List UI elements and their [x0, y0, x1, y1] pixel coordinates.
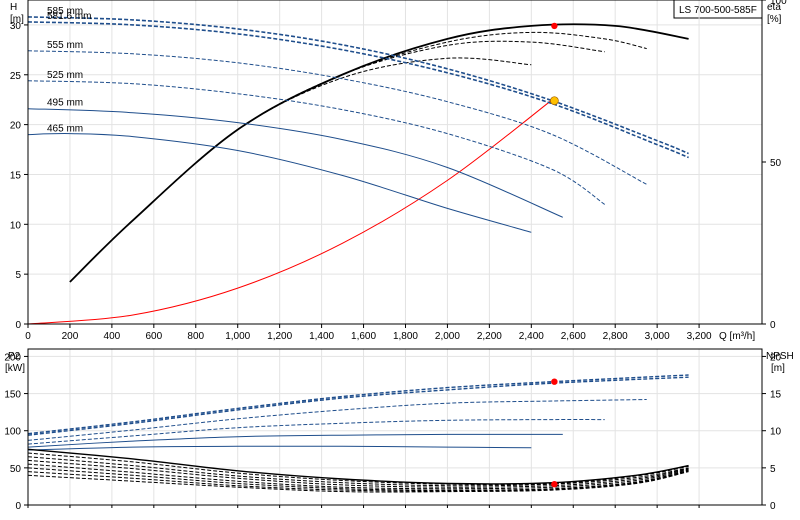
head-curve — [27, 16, 689, 155]
head-tick-label: 20 — [10, 121, 22, 132]
head-tick-label: 10 — [10, 220, 22, 231]
efficiency-curve — [69, 40, 605, 283]
duty-point-power-marker — [551, 378, 558, 385]
head-curve-label: 585 mm — [47, 6, 83, 17]
x-tick-label: 1,400 — [309, 331, 334, 342]
npsh-curve — [27, 470, 689, 492]
bottom-y-axis-unit-left: [kW] — [5, 363, 25, 374]
power-tick-label: 50 — [10, 464, 22, 475]
top-y-axis-unit-left: [m] — [10, 14, 24, 25]
axes-layer: 0 200 400 600 800 1,000 1,200 1,400 1,600 1,800 2,… — [4, 0, 787, 512]
x-tick-label: 2,400 — [519, 331, 544, 342]
bottom-y-axis-title-right: NPSH — [766, 351, 794, 362]
head-tick-label: 5 — [15, 270, 21, 281]
x-tick-label: 2,000 — [435, 331, 460, 342]
npsh-tick-label: 10 — [770, 427, 782, 438]
power-curve — [27, 376, 689, 436]
x-tick-label: 1,600 — [351, 331, 376, 342]
npsh-tick-label: 0 — [770, 501, 776, 512]
head-curve — [27, 133, 532, 233]
head-curve-label: 525 mm — [47, 70, 83, 81]
x-tick-label: 0 — [25, 331, 31, 342]
head-tick-label: 0 — [15, 320, 21, 331]
x-tick-label: 800 — [187, 331, 204, 342]
top-y-axis-title-left: H — [10, 2, 17, 13]
power-tick-label: 0 — [15, 501, 21, 512]
top-y-axis-unit-right: [%] — [767, 14, 782, 25]
x-tick-label: 400 — [104, 331, 121, 342]
npsh-curve — [27, 459, 689, 488]
x-tick-label: 3,200 — [687, 331, 712, 342]
head-curve-label: 555 mm — [47, 40, 83, 51]
top-plot-frame — [27, 0, 763, 325]
npsh-curve — [27, 456, 689, 487]
x-tick-label: 2,800 — [603, 331, 628, 342]
duty-point-npsh-marker — [551, 481, 558, 488]
eta-tick-label: 50 — [770, 158, 782, 169]
head-curve-label: 581.6 mm — [47, 11, 91, 22]
head-curve — [27, 108, 563, 218]
power-curve — [27, 445, 532, 451]
duty-point-head-marker — [550, 96, 559, 106]
head-tick-label: 25 — [10, 71, 22, 82]
duty-point-efficiency-marker — [551, 22, 558, 30]
system-curve — [27, 99, 553, 325]
x-axis-title: Q [m³/h] — [719, 331, 755, 342]
x-tick-label: 1,800 — [393, 331, 418, 342]
npsh-tick-label: 5 — [770, 464, 776, 475]
x-tick-label: 1,200 — [267, 331, 292, 342]
head-curve — [27, 80, 605, 205]
npsh-curve — [27, 463, 689, 490]
top-y-axis-title-right: eta — [767, 2, 781, 13]
head-curve — [27, 21, 689, 159]
power-tick-label: 200 — [4, 352, 21, 363]
npsh-tick-label: 15 — [770, 390, 782, 401]
power-curve — [27, 433, 563, 448]
x-tick-label: 3,000 — [645, 331, 670, 342]
head-tick-label: 15 — [10, 170, 22, 181]
head-curve — [27, 50, 647, 185]
x-tick-label: 1,000 — [225, 331, 250, 342]
model-label: LS 700-500-585F — [679, 5, 757, 16]
power-tick-label: 100 — [4, 427, 21, 438]
npsh-curve — [27, 448, 689, 485]
x-tick-label: 2,200 — [477, 331, 502, 342]
npsh-curve — [27, 452, 689, 486]
bottom-plot-frame — [27, 348, 763, 506]
efficiency-curve — [69, 57, 532, 283]
x-tick-label: 200 — [62, 331, 79, 342]
bottom-y-axis-title-left: P2 — [8, 351, 21, 362]
npsh-curve — [27, 467, 689, 491]
bottom-y-axis-unit-right: [m] — [771, 363, 785, 374]
head-tick-label: 30 — [10, 21, 22, 32]
power-curve — [27, 374, 689, 435]
head-curve-label: 495 mm — [47, 98, 83, 109]
power-tick-label: 150 — [4, 390, 21, 401]
npsh-tick-label: 20 — [770, 352, 782, 363]
power-curve — [27, 399, 647, 441]
efficiency-curve — [69, 23, 689, 283]
eta-tick-label: 0 — [770, 320, 776, 331]
efficiency-curve — [69, 31, 647, 283]
eta-tick-label: 100 — [770, 0, 787, 7]
head-curve-label: 465 mm — [47, 124, 83, 135]
npsh-curve — [27, 471, 689, 493]
x-tick-label: 2,600 — [561, 331, 586, 342]
power-curve — [27, 419, 605, 445]
x-tick-label: 600 — [145, 331, 162, 342]
